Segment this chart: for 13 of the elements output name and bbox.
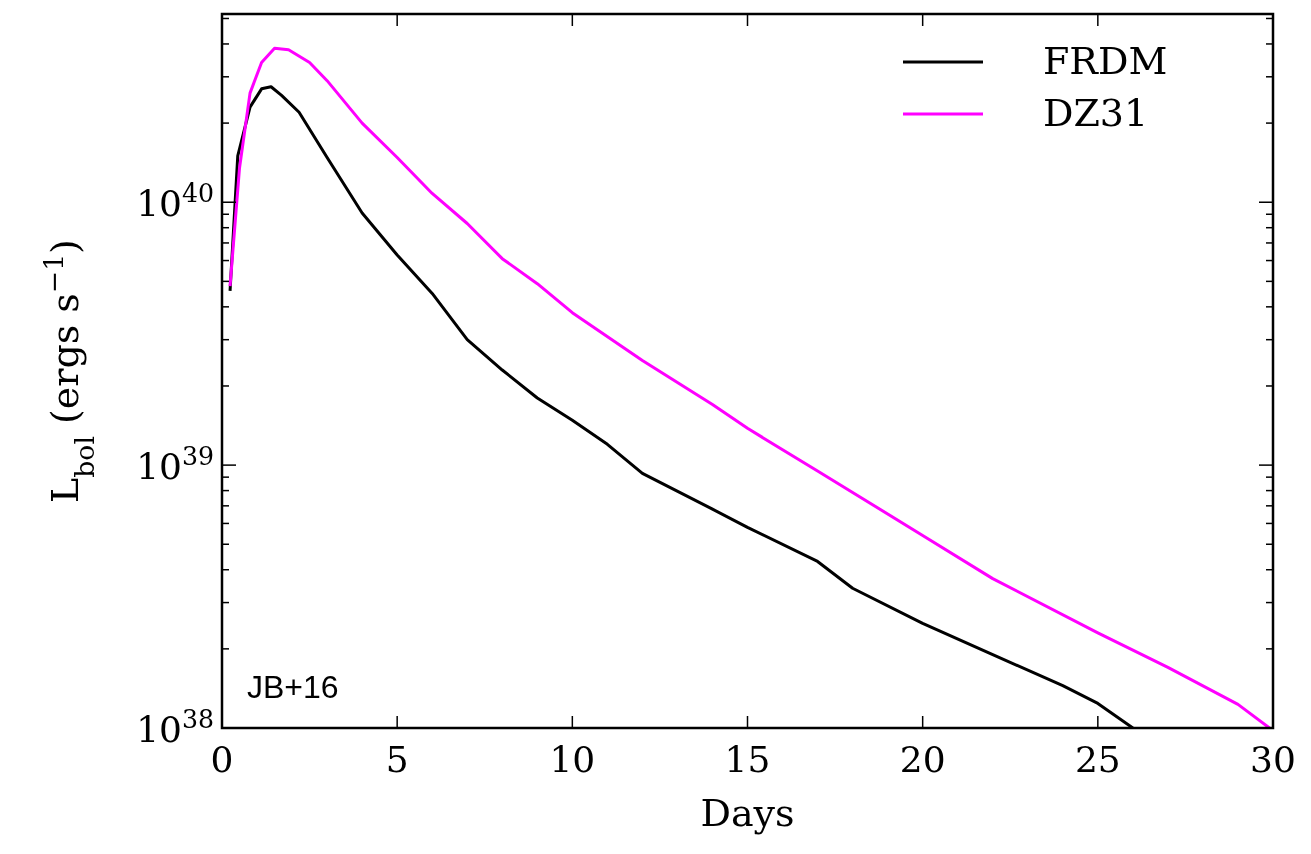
x-axis-title: Days (700, 791, 795, 835)
line-series (228, 46, 1271, 728)
x-tick-label: 20 (899, 739, 946, 780)
x-tick-label: 10 (549, 739, 596, 780)
y-tick-label: 10$^{40}$ (136, 178, 214, 225)
x-tick-label: 30 (1250, 739, 1296, 780)
x-tick-label: 15 (724, 739, 771, 780)
y-tick-label: 10$^{39}$ (136, 441, 214, 488)
legend-label: DZ31 (1043, 91, 1149, 135)
x-tick-label: 5 (385, 739, 409, 780)
x-tick-label: 25 (1074, 739, 1121, 780)
annotation: JB+16 (247, 669, 339, 705)
legend-label: FRDM (1043, 39, 1168, 83)
